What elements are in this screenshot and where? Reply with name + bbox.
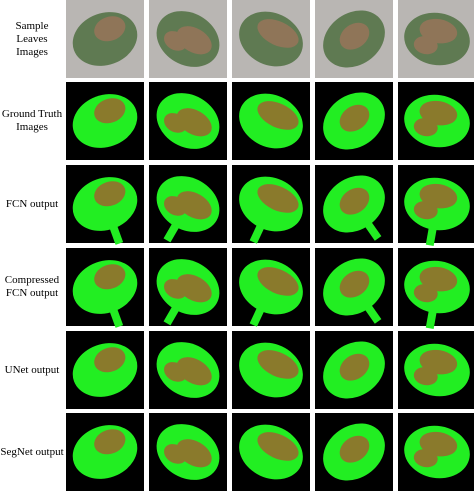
lesion [257, 432, 299, 461]
leaf [156, 11, 220, 67]
leaf [156, 176, 220, 243]
leaf [239, 424, 303, 480]
leaf [323, 423, 385, 481]
lesion [257, 184, 299, 213]
row-label: SegNet output [0, 445, 64, 458]
lesion [339, 104, 370, 132]
leaf [72, 94, 138, 148]
leaf [72, 12, 138, 66]
row-label: Ground Truth Images [1, 108, 63, 133]
leaf [72, 177, 138, 245]
leaf [239, 342, 303, 398]
leaf [239, 11, 303, 67]
row-label: Sample Leaves Images [15, 19, 49, 58]
leaf [404, 177, 470, 247]
lesion [94, 264, 126, 290]
lesion [257, 19, 299, 48]
leaf [404, 12, 470, 66]
leaf [323, 10, 385, 68]
lesion [339, 270, 370, 298]
row-label: Compressed FCN output [4, 274, 60, 299]
lesion [413, 284, 438, 303]
lesion [413, 201, 438, 220]
leaf [323, 341, 385, 399]
leaf [156, 93, 220, 149]
leaf [72, 343, 138, 397]
leaf [239, 176, 303, 244]
leaf [72, 260, 138, 328]
leaf [323, 258, 385, 324]
leaf [323, 92, 385, 150]
lesion [339, 435, 370, 463]
leaf [239, 93, 303, 149]
leaf [156, 342, 220, 398]
leaf [404, 425, 470, 479]
lesion [339, 187, 370, 215]
leaf [156, 424, 220, 480]
row-label: FCN output [5, 197, 59, 210]
row-label: UNet output [4, 363, 60, 376]
lesion [164, 196, 187, 216]
leaf [156, 259, 220, 326]
leaf [404, 343, 470, 397]
lesion [94, 181, 126, 207]
lesion [413, 118, 438, 137]
lesion [94, 347, 126, 373]
leaf [404, 94, 470, 148]
lesion [164, 113, 187, 133]
lesion [164, 279, 187, 299]
lesion [413, 449, 438, 468]
leaf [239, 259, 303, 327]
lesion [164, 362, 187, 382]
lesion [257, 267, 299, 296]
leaf [72, 425, 138, 479]
lesion [164, 31, 187, 51]
lesion [164, 444, 187, 464]
lesion [339, 22, 370, 50]
lesion [257, 101, 299, 130]
lesion [257, 350, 299, 379]
leaf [323, 175, 385, 241]
leaf [404, 260, 470, 330]
lesion [339, 353, 370, 381]
lesion [94, 429, 126, 455]
lesion [94, 16, 126, 42]
lesion [413, 36, 438, 55]
lesion [413, 367, 438, 386]
lesion [94, 98, 126, 124]
